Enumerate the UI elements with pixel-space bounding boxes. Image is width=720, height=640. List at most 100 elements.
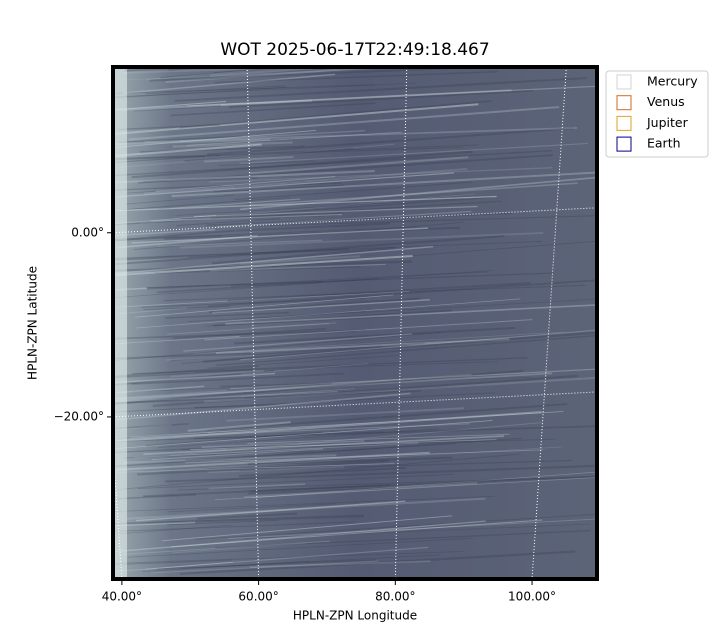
streak [113, 185, 223, 191]
streak [171, 345, 383, 361]
streak [113, 370, 275, 386]
streak [119, 143, 395, 168]
streak [164, 226, 460, 240]
streak [209, 297, 421, 314]
streak [113, 67, 423, 81]
streak [170, 370, 264, 378]
streak [207, 279, 597, 308]
streak [166, 354, 255, 361]
streak [156, 559, 377, 570]
streak [215, 70, 499, 84]
streak [186, 131, 402, 146]
streak [181, 554, 441, 569]
streak [113, 226, 416, 240]
streak [151, 448, 324, 461]
streak [181, 439, 472, 451]
x-axis-label: HPLN-ZPN Longitude [293, 609, 417, 623]
streak [113, 195, 497, 212]
streak [194, 361, 499, 373]
streak [113, 169, 375, 184]
streak [179, 100, 492, 129]
streak [165, 67, 390, 84]
streak [113, 368, 254, 379]
streak [139, 145, 305, 153]
streak [141, 298, 365, 308]
streak [180, 232, 544, 249]
streak [113, 443, 298, 454]
streak [157, 277, 379, 294]
streak [211, 299, 430, 314]
streak [187, 311, 366, 322]
streak [234, 326, 515, 345]
legend [605, 70, 709, 158]
streak [145, 272, 555, 289]
streak [170, 102, 376, 117]
streak [133, 221, 464, 250]
streak [113, 138, 271, 146]
streak [154, 265, 361, 274]
streak [113, 287, 148, 292]
streak [113, 423, 189, 430]
streak [247, 456, 453, 466]
streak [145, 561, 233, 570]
streak [136, 459, 389, 476]
streak [127, 180, 305, 194]
streak [113, 520, 486, 553]
streak [145, 85, 286, 95]
streak [211, 212, 344, 220]
streak [113, 392, 496, 413]
streak [113, 228, 216, 237]
streak [163, 284, 586, 302]
streak [169, 422, 543, 456]
streak [240, 255, 361, 265]
streak [209, 263, 386, 272]
streak [240, 388, 355, 397]
streak [113, 235, 505, 266]
streak [239, 142, 588, 164]
streak [206, 212, 512, 226]
streak [113, 143, 262, 158]
legend-label: Jupiter [646, 115, 689, 130]
streak [113, 495, 495, 513]
streak [161, 515, 453, 542]
streak [250, 322, 337, 329]
streak [113, 200, 502, 226]
streak [143, 177, 258, 183]
streak [113, 463, 395, 473]
streak [210, 67, 345, 77]
streak [180, 196, 492, 220]
streak [212, 309, 452, 327]
streak [150, 446, 563, 472]
streak [185, 449, 543, 464]
streak [170, 519, 543, 548]
streak [236, 222, 390, 232]
x-tick-label: 80.00° [375, 590, 415, 604]
streak [205, 316, 398, 327]
streak [113, 89, 512, 112]
streak [172, 328, 327, 340]
streak [187, 85, 597, 107]
legend-label: Earth [647, 136, 681, 151]
streak [165, 464, 597, 483]
streak [113, 437, 522, 468]
streak [234, 181, 473, 201]
streak [113, 559, 232, 566]
streak [165, 311, 290, 319]
x-tick-label: 100.00° [508, 590, 556, 604]
streak [128, 106, 560, 141]
streak [113, 229, 236, 242]
streak [194, 425, 597, 440]
streak [157, 239, 323, 247]
streak [137, 473, 454, 490]
streak [172, 542, 307, 554]
streak [113, 245, 434, 275]
streak [113, 373, 472, 402]
streak [207, 354, 402, 369]
streak [177, 476, 597, 491]
streak [136, 500, 406, 522]
streak [113, 234, 222, 242]
streak [113, 546, 429, 573]
streak [118, 135, 242, 143]
streak [243, 298, 597, 320]
